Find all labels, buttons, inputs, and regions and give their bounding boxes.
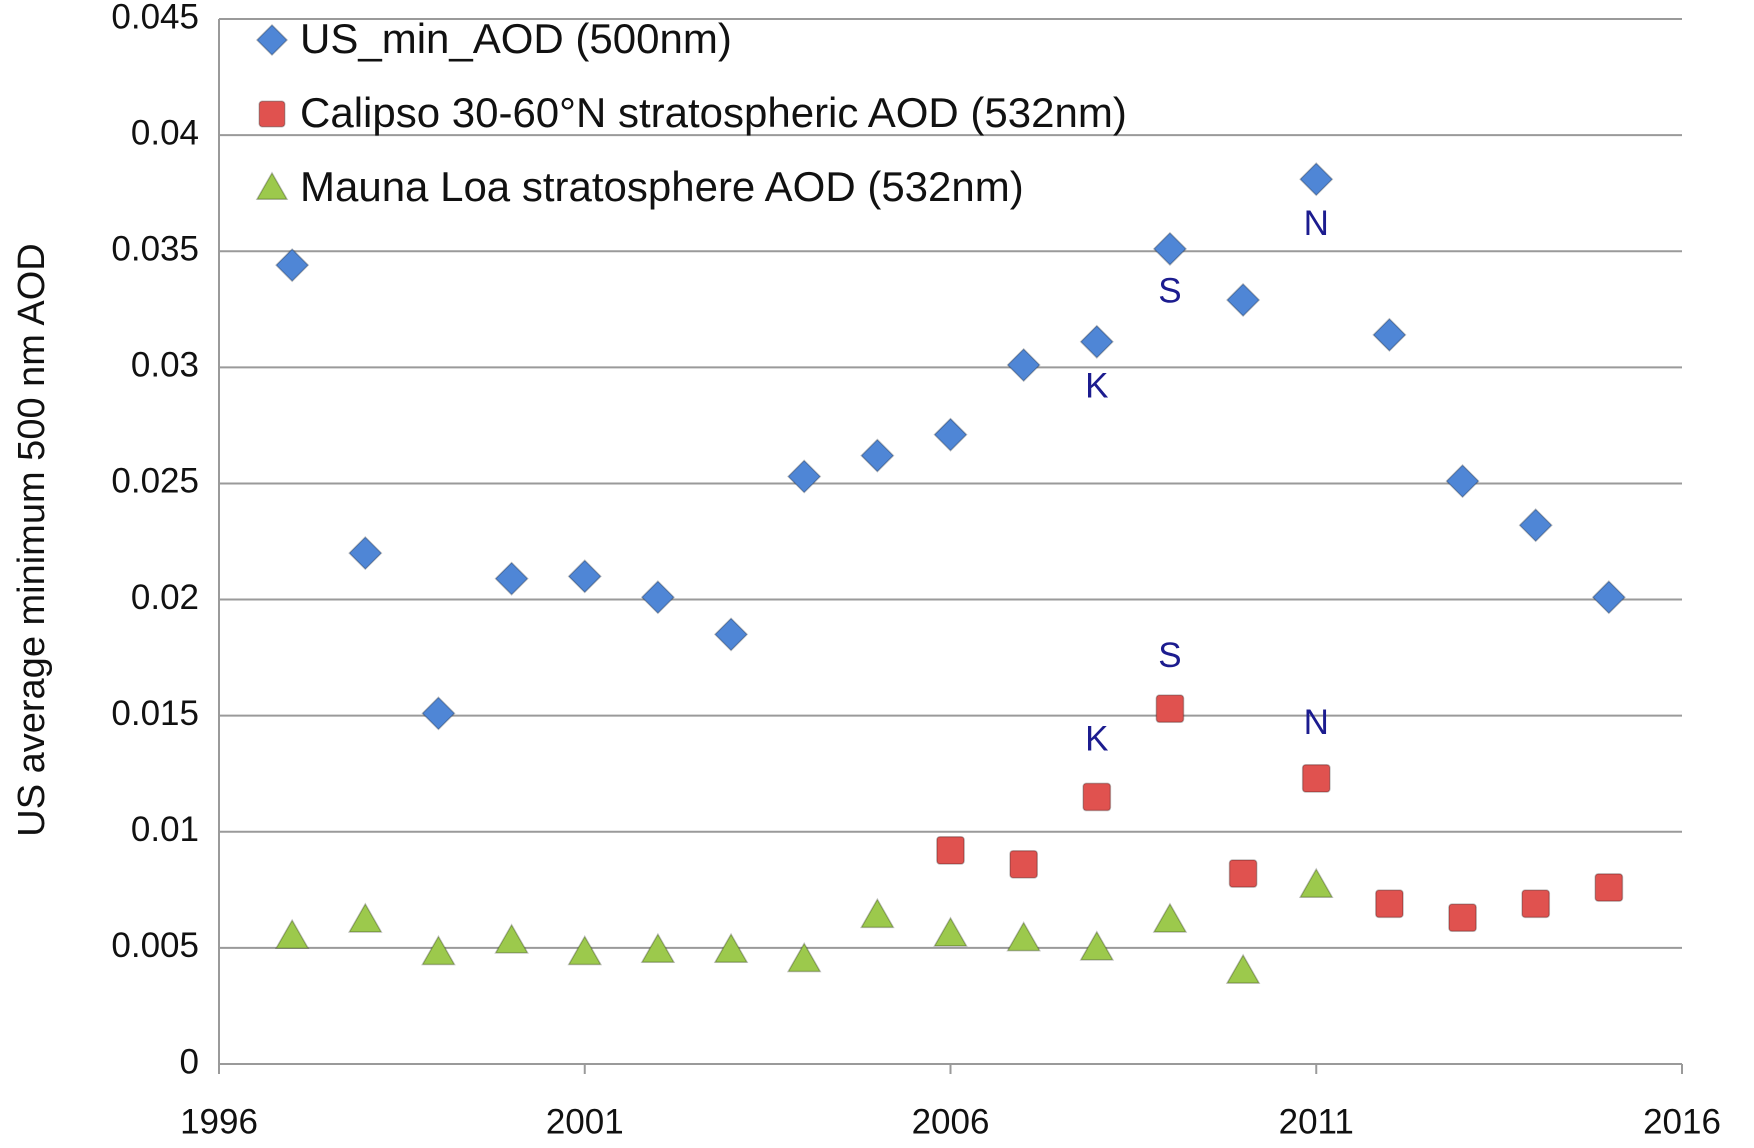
point [786, 941, 822, 973]
legend-marker [255, 171, 289, 200]
point [640, 580, 675, 615]
point [1594, 873, 1624, 902]
point [933, 417, 968, 452]
point [1228, 859, 1258, 888]
point [860, 438, 895, 473]
point [1448, 903, 1477, 933]
point [1226, 282, 1261, 318]
point [1079, 930, 1115, 961]
legend-label: US_min_AOD (500nm) [300, 15, 732, 62]
point [1372, 317, 1407, 352]
point [936, 836, 965, 865]
point [1375, 889, 1404, 919]
y-tick-label: 0.03 [131, 346, 199, 385]
point [1152, 902, 1188, 933]
annotation: S [1158, 636, 1181, 675]
legend-label: Mauna Loa stratosphere AOD (532nm) [300, 163, 1024, 210]
point [494, 923, 529, 954]
point [348, 536, 383, 571]
y-tick-label: 0.02 [131, 578, 199, 617]
point [1591, 580, 1626, 615]
point [1298, 867, 1334, 898]
annotation: K [1085, 719, 1108, 758]
point [1299, 162, 1334, 197]
y-axis-label: US average minimum 500 nm AOD [11, 243, 53, 836]
x-tick-label: 2001 [546, 1102, 624, 1141]
point [274, 918, 310, 950]
point [787, 459, 822, 494]
y-tick-label: 0.005 [111, 926, 199, 965]
point [421, 696, 456, 731]
point [1006, 921, 1041, 952]
point [1518, 508, 1553, 543]
point [713, 617, 749, 652]
point [275, 248, 310, 283]
point [1082, 782, 1112, 812]
point [860, 897, 895, 929]
point [421, 935, 456, 966]
point [1155, 694, 1185, 724]
annotation: K [1085, 366, 1108, 405]
point [1009, 849, 1038, 879]
y-tick-label: 0.015 [111, 694, 199, 733]
x-tick-label: 2006 [912, 1102, 990, 1141]
point [1225, 953, 1261, 984]
point [567, 935, 603, 966]
legend-label: Calipso 30-60°N stratospheric AOD (532nm… [300, 89, 1127, 136]
point [567, 559, 602, 594]
x-tick-label: 2016 [1643, 1102, 1721, 1141]
point [1152, 231, 1188, 266]
point [1006, 347, 1041, 383]
y-tick-label: 0.045 [111, 0, 199, 36]
point [640, 932, 676, 963]
y-tick-label: 0.025 [111, 462, 199, 501]
y-tick-label: 0.035 [111, 229, 199, 268]
y-tick-label: 0 [180, 1042, 199, 1081]
x-tick-label: 1996 [180, 1102, 258, 1141]
legend-marker [258, 100, 286, 128]
point [494, 561, 529, 596]
annotation: N [1304, 703, 1329, 742]
point [1079, 324, 1114, 359]
annotation: S [1158, 271, 1181, 310]
point [933, 916, 968, 947]
y-tick-label: 0.04 [131, 113, 199, 152]
y-tick-label: 0.01 [131, 810, 199, 849]
x-tick-label: 2011 [1279, 1102, 1354, 1141]
legend-marker [255, 23, 289, 57]
point [348, 902, 383, 933]
point [713, 932, 749, 963]
point [1445, 464, 1480, 499]
annotation: N [1304, 204, 1329, 243]
point [1301, 764, 1331, 793]
point [1521, 889, 1551, 919]
